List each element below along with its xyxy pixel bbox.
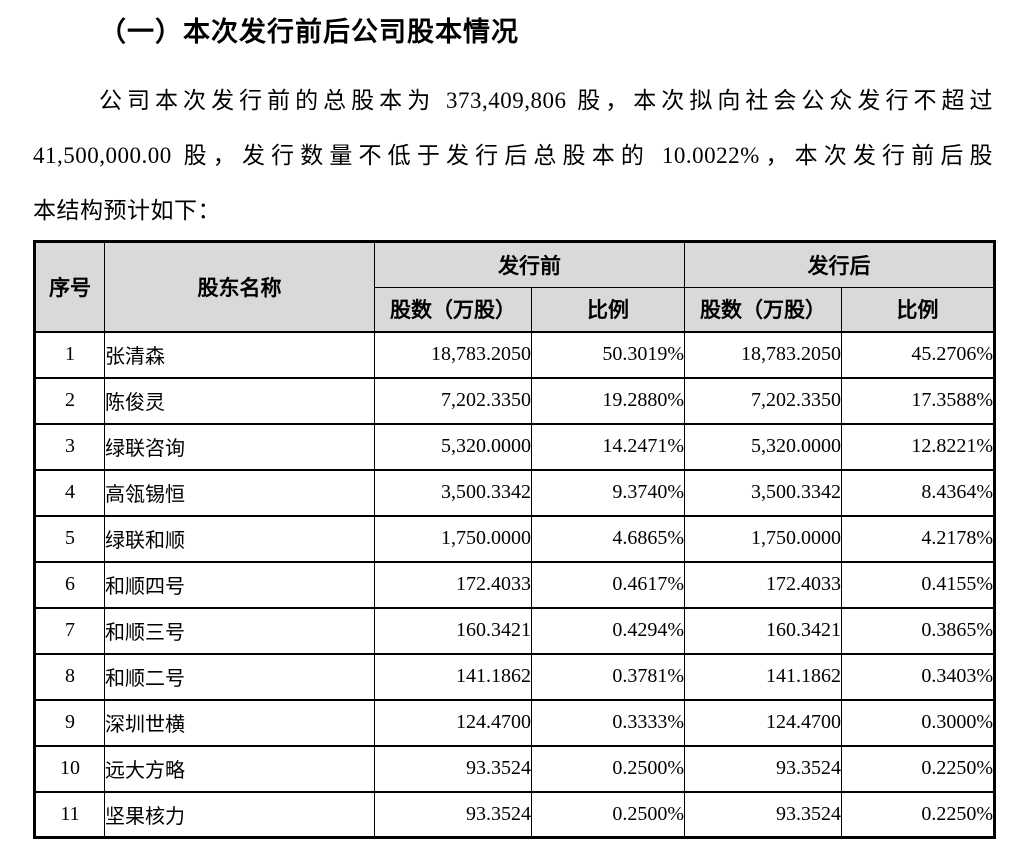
cell-before-shares: 7,202.3350 xyxy=(374,376,532,425)
cell-after-ratio: 8.4364% xyxy=(841,468,995,517)
cell-shareholder-name: 和顺二号 xyxy=(104,652,375,701)
cell-after-shares: 18,783.2050 xyxy=(684,330,842,379)
table-row: 7 和顺三号 160.3421 0.4294% 160.3421 0.3865% xyxy=(34,606,995,655)
header-after-ratio: 比例 xyxy=(841,287,995,333)
cell-before-ratio: 19.2880% xyxy=(531,376,685,425)
cell-after-ratio: 12.8221% xyxy=(841,422,995,471)
cell-serial: 7 xyxy=(34,606,105,655)
cell-after-shares: 3,500.3342 xyxy=(684,468,842,517)
cell-after-shares: 141.1862 xyxy=(684,652,842,701)
table-row: 11 坚果核力 93.3524 0.2500% 93.3524 0.2250% xyxy=(34,790,995,839)
cell-before-shares: 1,750.0000 xyxy=(374,514,532,563)
cell-shareholder-name: 陈俊灵 xyxy=(104,376,375,425)
cell-after-shares: 124.4700 xyxy=(684,698,842,747)
cell-before-ratio: 4.6865% xyxy=(531,514,685,563)
cell-after-ratio: 4.2178% xyxy=(841,514,995,563)
header-serial: 序号 xyxy=(34,241,105,332)
table-row: 4 高瓴锡恒 3,500.3342 9.3740% 3,500.3342 8.4364% xyxy=(34,468,995,517)
cell-shareholder-name: 张清森 xyxy=(104,330,375,379)
header-after-group: 发行后 xyxy=(684,241,995,288)
cell-serial: 5 xyxy=(34,514,105,563)
header-shareholder: 股东名称 xyxy=(104,241,375,332)
table-row: 5 绿联和顺 1,750.0000 4.6865% 1,750.0000 4.2178% xyxy=(34,514,995,563)
table-row: 1 张清森 18,783.2050 50.3019% 18,783.2050 45.270… xyxy=(34,330,995,379)
paragraph-line: 41,500,000.00 股，发行数量不低于发行后总股本的 10.0022%，… xyxy=(33,143,993,168)
cell-shareholder-name: 远大方略 xyxy=(104,744,375,793)
cell-before-shares: 18,783.2050 xyxy=(374,330,532,379)
cell-shareholder-name: 和顺三号 xyxy=(104,606,375,655)
cell-after-ratio: 0.4155% xyxy=(841,560,995,609)
cell-shareholder-name: 绿联和顺 xyxy=(104,514,375,563)
cell-after-shares: 1,750.0000 xyxy=(684,514,842,563)
cell-after-ratio: 0.3403% xyxy=(841,652,995,701)
cell-before-ratio: 0.4617% xyxy=(531,560,685,609)
cell-shareholder-name: 深圳世横 xyxy=(104,698,375,747)
cell-after-shares: 93.3524 xyxy=(684,744,842,793)
cell-after-shares: 7,202.3350 xyxy=(684,376,842,425)
cell-before-shares: 141.1862 xyxy=(374,652,532,701)
table-row: 10 远大方略 93.3524 0.2500% 93.3524 0.2250% xyxy=(34,744,995,793)
cell-before-shares: 5,320.0000 xyxy=(374,422,532,471)
share-structure-table: 序号 股东名称 发行前 发行后 股数（万股） 比例 股数（万股） 比例 1 张清森… xyxy=(33,240,996,839)
cell-shareholder-name: 高瓴锡恒 xyxy=(104,468,375,517)
cell-before-shares: 3,500.3342 xyxy=(374,468,532,517)
table-header: 序号 股东名称 发行前 发行后 股数（万股） 比例 股数（万股） 比例 xyxy=(34,241,995,333)
cell-before-shares: 124.4700 xyxy=(374,698,532,747)
cell-serial: 4 xyxy=(34,468,105,517)
table-row: 8 和顺二号 141.1862 0.3781% 141.1862 0.3403% xyxy=(34,652,995,701)
cell-before-shares: 93.3524 xyxy=(374,744,532,793)
table-row: 6 和顺四号 172.4033 0.4617% 172.4033 0.4155% xyxy=(34,560,995,609)
cell-after-shares: 93.3524 xyxy=(684,790,842,839)
cell-before-ratio: 0.2500% xyxy=(531,790,685,839)
cell-serial: 9 xyxy=(34,698,105,747)
cell-after-ratio: 0.2250% xyxy=(841,790,995,839)
header-before-ratio: 比例 xyxy=(531,287,685,333)
cell-shareholder-name: 坚果核力 xyxy=(104,790,375,839)
cell-after-shares: 172.4033 xyxy=(684,560,842,609)
header-before-group: 发行前 xyxy=(374,241,685,288)
section-heading: （一）本次发行前后公司股本情况 xyxy=(99,17,519,47)
cell-serial: 10 xyxy=(34,744,105,793)
cell-after-ratio: 17.3588% xyxy=(841,376,995,425)
cell-serial: 3 xyxy=(34,422,105,471)
cell-after-ratio: 0.3000% xyxy=(841,698,995,747)
cell-before-ratio: 0.3781% xyxy=(531,652,685,701)
table-body: 1 张清森 18,783.2050 50.3019% 18,783.2050 45.270… xyxy=(34,330,995,839)
cell-before-ratio: 0.2500% xyxy=(531,744,685,793)
cell-shareholder-name: 和顺四号 xyxy=(104,560,375,609)
cell-shareholder-name: 绿联咨询 xyxy=(104,422,375,471)
cell-before-shares: 160.3421 xyxy=(374,606,532,655)
cell-serial: 11 xyxy=(34,790,105,839)
header-after-shares: 股数（万股） xyxy=(684,287,842,333)
cell-before-shares: 93.3524 xyxy=(374,790,532,839)
cell-before-ratio: 50.3019% xyxy=(531,330,685,379)
cell-serial: 8 xyxy=(34,652,105,701)
paragraph-line: 本结构预计如下： xyxy=(33,198,221,223)
cell-before-ratio: 14.2471% xyxy=(531,422,685,471)
table-row: 9 深圳世横 124.4700 0.3333% 124.4700 0.3000% xyxy=(34,698,995,747)
cell-before-ratio: 9.3740% xyxy=(531,468,685,517)
paragraph-line: 公司本次发行前的总股本为 373,409,806 股，本次拟向社会公众发行不超过 xyxy=(99,88,993,113)
intro-paragraph: 公司本次发行前的总股本为 373,409,806 股，本次拟向社会公众发行不超过… xyxy=(33,73,993,238)
cell-before-shares: 172.4033 xyxy=(374,560,532,609)
cell-serial: 6 xyxy=(34,560,105,609)
cell-serial: 2 xyxy=(34,376,105,425)
cell-before-ratio: 0.3333% xyxy=(531,698,685,747)
cell-after-shares: 5,320.0000 xyxy=(684,422,842,471)
cell-after-shares: 160.3421 xyxy=(684,606,842,655)
cell-after-ratio: 0.2250% xyxy=(841,744,995,793)
header-before-shares: 股数（万股） xyxy=(374,287,532,333)
cell-before-ratio: 0.4294% xyxy=(531,606,685,655)
cell-serial: 1 xyxy=(34,330,105,379)
cell-after-ratio: 0.3865% xyxy=(841,606,995,655)
table-row: 3 绿联咨询 5,320.0000 14.2471% 5,320.0000 12.8221… xyxy=(34,422,995,471)
cell-after-ratio: 45.2706% xyxy=(841,330,995,379)
table-row: 2 陈俊灵 7,202.3350 19.2880% 7,202.3350 17.3588% xyxy=(34,376,995,425)
